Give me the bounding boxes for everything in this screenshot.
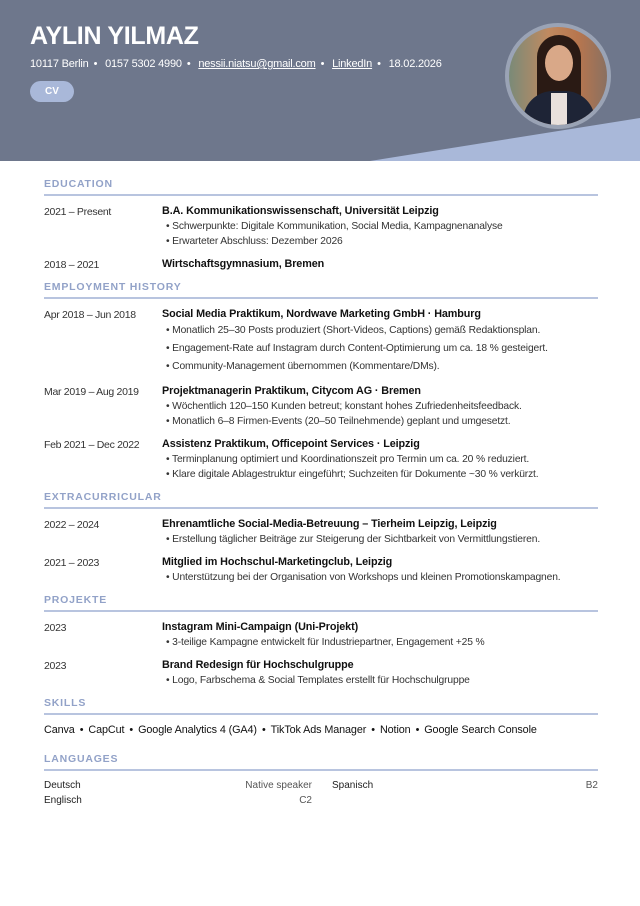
candidate-name: AYLIN YILMAZ [30, 22, 199, 50]
entry-date: Feb 2021 – Dec 2022 [44, 439, 140, 451]
entry-bullet: • Erwarteter Abschluss: Dezember 2026 [166, 236, 343, 247]
entry-bullet: • Terminplanung optimiert und Koordinati… [166, 454, 530, 465]
section-education: EDUCATION 2021 – Present B.A. Kommunikatio… [44, 178, 598, 272]
entry-title: Mitglied im Hochschul-Marketingclub, Lei… [162, 556, 393, 568]
entry-content: B.A. Kommunikationswissenschaft, Univers… [162, 205, 598, 249]
entry-content: Assistenz Praktikum, Officepoint Service… [162, 438, 598, 482]
date: 18.02.2026 [388, 58, 442, 70]
skill-item: Google Analytics 4 (GA4) [138, 724, 257, 736]
section-heading: PROJEKTE [44, 594, 598, 612]
contact-line: 10117 Berlin • 0157 5302 4990 • nessii.nia… [30, 58, 442, 70]
entry-date: 2022 – 2024 [44, 519, 100, 531]
language-level: B2 [585, 780, 598, 791]
languages-grid: Deutsch Native speaker Spanisch B2 Englisch C… [44, 780, 598, 806]
entry-content: Instagram Mini-Campaign (Uni-Projekt) • 3… [162, 621, 598, 650]
section-heading: EDUCATION [44, 178, 598, 196]
entry-bullet: • Schwerpunkte: Digitale Kommunikation, … [166, 221, 503, 232]
entry-title: Brand Redesign für Hochschulgruppe [162, 659, 354, 671]
language-name: Deutsch [44, 780, 81, 791]
email-link[interactable]: nessii.niatsu@gmail.com [198, 58, 316, 70]
entry: 2018 – 2021 Wirtschaftsgymnasium, Bremen [44, 258, 598, 272]
entry-content: Wirtschaftsgymnasium, Bremen [162, 258, 598, 272]
entry-date: Apr 2018 – Jun 2018 [44, 309, 136, 321]
entry-date: 2023 [44, 622, 67, 634]
section-skills: SKILLS Canva • CapCut • Google Analytics 4 (G… [44, 697, 598, 736]
entry-title: Wirtschaftsgymnasium, Bremen [162, 258, 325, 270]
entry-date: 2018 – 2021 [44, 259, 100, 271]
entry-bullet: • Klare digitale Ablagestruktur eingefüh… [166, 469, 539, 480]
phone: 0157 5302 4990 [105, 58, 182, 70]
entry-bullet: • 3-teilige Kampagne entwickelt für Indu… [166, 637, 485, 648]
entry-title: Projektmanagerin Praktikum, Citycom AG ·… [162, 385, 421, 397]
entry-content: Ehrenamtliche Social-Media-Betreuung – T… [162, 518, 598, 547]
separator: • [371, 724, 375, 736]
skills-list: Canva • CapCut • Google Analytics 4 (GA4) • Ti… [44, 724, 598, 736]
separator: • [129, 724, 134, 736]
section-employment: EMPLOYMENT HISTORY Apr 2018 – Jun 2018 Soc… [44, 281, 598, 482]
entry-bullet: • Logo, Farbschema & Social Templates er… [166, 675, 470, 686]
skill-item: TikTok Ads Manager [270, 724, 367, 736]
entry-content: Brand Redesign für Hochschulgruppe • Logo… [162, 659, 598, 688]
entry-content: Projektmanagerin Praktikum, Citycom AG ·… [162, 385, 598, 429]
entry-title: Instagram Mini-Campaign (Uni-Projekt) [162, 621, 359, 633]
entry-bullet: • Engagement-Rate auf Instagram durch Co… [166, 343, 548, 354]
separator: • [261, 724, 266, 736]
entry: Apr 2018 – Jun 2018 Social Media Praktiku… [44, 308, 598, 376]
entry: 2021 – 2023 Mitglied im Hochschul-Marketi… [44, 556, 598, 585]
separator: • [79, 724, 84, 736]
separator: • [415, 724, 420, 736]
entry: Feb 2021 – Dec 2022 Assistenz Praktikum, … [44, 438, 598, 482]
skill-item: Canva [44, 724, 75, 736]
section-heading: EMPLOYMENT HISTORY [44, 281, 598, 299]
cv-badge: CV [30, 81, 74, 102]
entry: 2023 Instagram Mini-Campaign (Uni-Projekt… [44, 621, 598, 650]
entry: Mar 2019 – Aug 2019 Projektmanagerin Prak… [44, 385, 598, 429]
entry: 2023 Brand Redesign für Hochschulgruppe • … [44, 659, 598, 688]
entry-bullet: • Erstellung täglicher Beiträge zur Stei… [166, 534, 541, 545]
address: 10117 Berlin [30, 58, 89, 70]
entry-bullet: • Monatlich 6–8 Firmen-Events (20–50 Tei… [166, 416, 511, 427]
profile-photo [505, 23, 611, 129]
entry: 2021 – Present B.A. Kommunikationswissens… [44, 205, 598, 249]
entry-bullet: • Community-Management übernommen (Komme… [166, 361, 440, 372]
language-name: Spanisch [332, 780, 374, 791]
language-level: Native speaker [245, 780, 312, 791]
entry-content: Mitglied im Hochschul-Marketingclub, Lei… [162, 556, 598, 585]
entry-title: Assistenz Praktikum, Officepoint Service… [162, 438, 420, 450]
section-heading: SKILLS [44, 697, 598, 715]
entry-bullet: • Unterstützung bei der Organisation von… [166, 572, 561, 583]
entry-bullet: • Monatlich 25–30 Posts produziert (Shor… [166, 325, 541, 336]
section-heading: EXTRACURRICULAR [44, 491, 598, 509]
language-level: C2 [299, 795, 312, 806]
section-extracurricular: EXTRACURRICULAR 2022 – 2024 Ehrenamtliche … [44, 491, 598, 585]
entry-title: Ehrenamtliche Social-Media-Betreuung – T… [162, 518, 497, 530]
entry-date: Mar 2019 – Aug 2019 [44, 386, 139, 398]
entry-date: 2021 – Present [44, 206, 112, 218]
header: AYLIN YILMAZ 10117 Berlin • 0157 5302 499… [0, 0, 640, 161]
skill-item: Google Search Console [424, 724, 537, 736]
entry: 2022 – 2024 Ehrenamtliche Social-Media-Be… [44, 518, 598, 547]
entry-content: Social Media Praktikum, Nordwave Marketi… [162, 308, 598, 376]
section-projekte: PROJEKTE 2023 Instagram Mini-Campaign (Uni… [44, 594, 598, 688]
entry-title: Social Media Praktikum, Nordwave Marketi… [162, 308, 481, 320]
linkedin-link[interactable]: LinkedIn [332, 58, 373, 70]
resume-body: EDUCATION 2021 – Present B.A. Kommunikatio… [44, 178, 598, 812]
entry-date: 2023 [44, 660, 67, 672]
skill-item: CapCut [88, 724, 125, 736]
language-name: Englisch [44, 795, 82, 806]
section-heading: LANGUAGES [44, 753, 598, 771]
entry-date: 2021 – 2023 [44, 557, 100, 569]
entry-bullet: • Wöchentlich 120–150 Kunden betreut; ko… [166, 401, 522, 412]
entry-title: B.A. Kommunikationswissenschaft, Univers… [162, 205, 439, 217]
header-diagonal-accent [370, 118, 640, 161]
skill-item: Notion [379, 724, 411, 736]
section-languages: LANGUAGES Deutsch Native speaker Spanisch B2… [44, 753, 598, 806]
